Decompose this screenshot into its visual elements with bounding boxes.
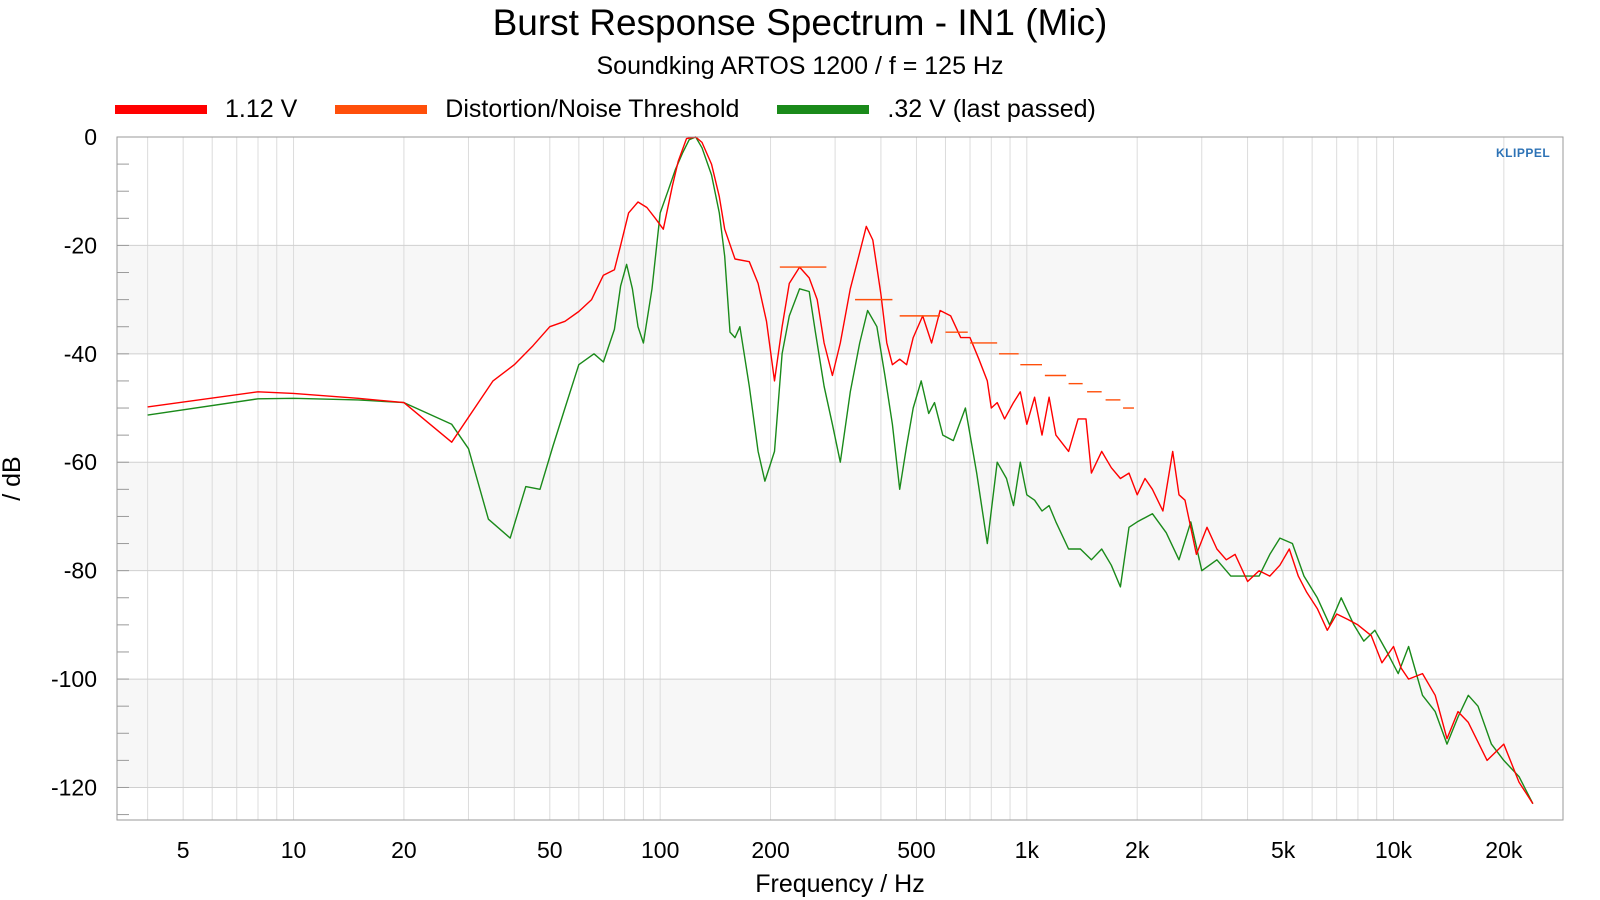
grid-band [117,462,1563,571]
grid-band [117,245,1563,354]
x-tick-label: 50 [537,837,563,863]
x-tick-label: 1k [1015,837,1040,863]
legend-item-2: Distortion/Noise Threshold [335,95,739,124]
y-tick-label: -60 [64,449,97,475]
legend: 1.12 V Distortion/Noise Threshold .32 V … [115,92,1134,126]
grid-band [117,679,1563,788]
legend-swatch-1 [115,104,207,114]
legend-label-3: .32 V (last passed) [887,94,1096,123]
y-axis-title: / dB [0,456,26,500]
legend-swatch-2 [335,104,428,114]
chart-subtitle: Soundking ARTOS 1200 / f = 125 Hz [596,52,1004,80]
legend-swatch-3 [777,104,870,114]
legend-item-3: .32 V (last passed) [777,94,1096,124]
x-tick-label: 10k [1375,837,1413,863]
y-tick-label: -120 [51,774,97,800]
axis-ticks [117,136,129,816]
plot-frame [116,136,1564,821]
y-tick-label: -40 [64,341,97,367]
x-tick-label: 5 [177,837,190,863]
x-tick-label: 20 [391,837,417,863]
x-tick-label: 20k [1485,837,1523,863]
y-tick-label: -20 [64,232,97,258]
series-line-1 [147,136,1534,805]
legend-item-1: 1.12 V [115,95,297,124]
x-tick-labels: 5 10 20 50 100 200 500 1k 2k 5k 10k 20k [177,837,1523,863]
x-tick-label: 10 [281,837,307,863]
klippel-logo: KLIPPEL [1496,146,1551,160]
y-tick-labels: 0 -20 -40 -60 -80 -100 -120 [51,124,97,800]
plot-bands [117,245,1563,788]
x-axis-title: Frequency / Hz [755,870,925,898]
series-line-3 [147,136,1534,805]
y-tick-label: -100 [51,666,97,692]
x-tick-label: 5k [1271,837,1296,863]
series-layer [147,136,1534,805]
legend-label-2: Distortion/Noise Threshold [445,94,740,123]
y-tick-label: 0 [84,124,97,150]
x-tick-label: 2k [1125,837,1150,863]
grid-lines [117,136,1563,820]
chart-title: Burst Response Spectrum - IN1 (Mic) [492,2,1108,43]
x-tick-label: 100 [641,837,679,863]
x-tick-label: 500 [897,837,935,863]
y-tick-label: -80 [64,558,97,584]
legend-label-1: 1.12 V [225,94,298,123]
x-tick-label: 200 [751,837,789,863]
